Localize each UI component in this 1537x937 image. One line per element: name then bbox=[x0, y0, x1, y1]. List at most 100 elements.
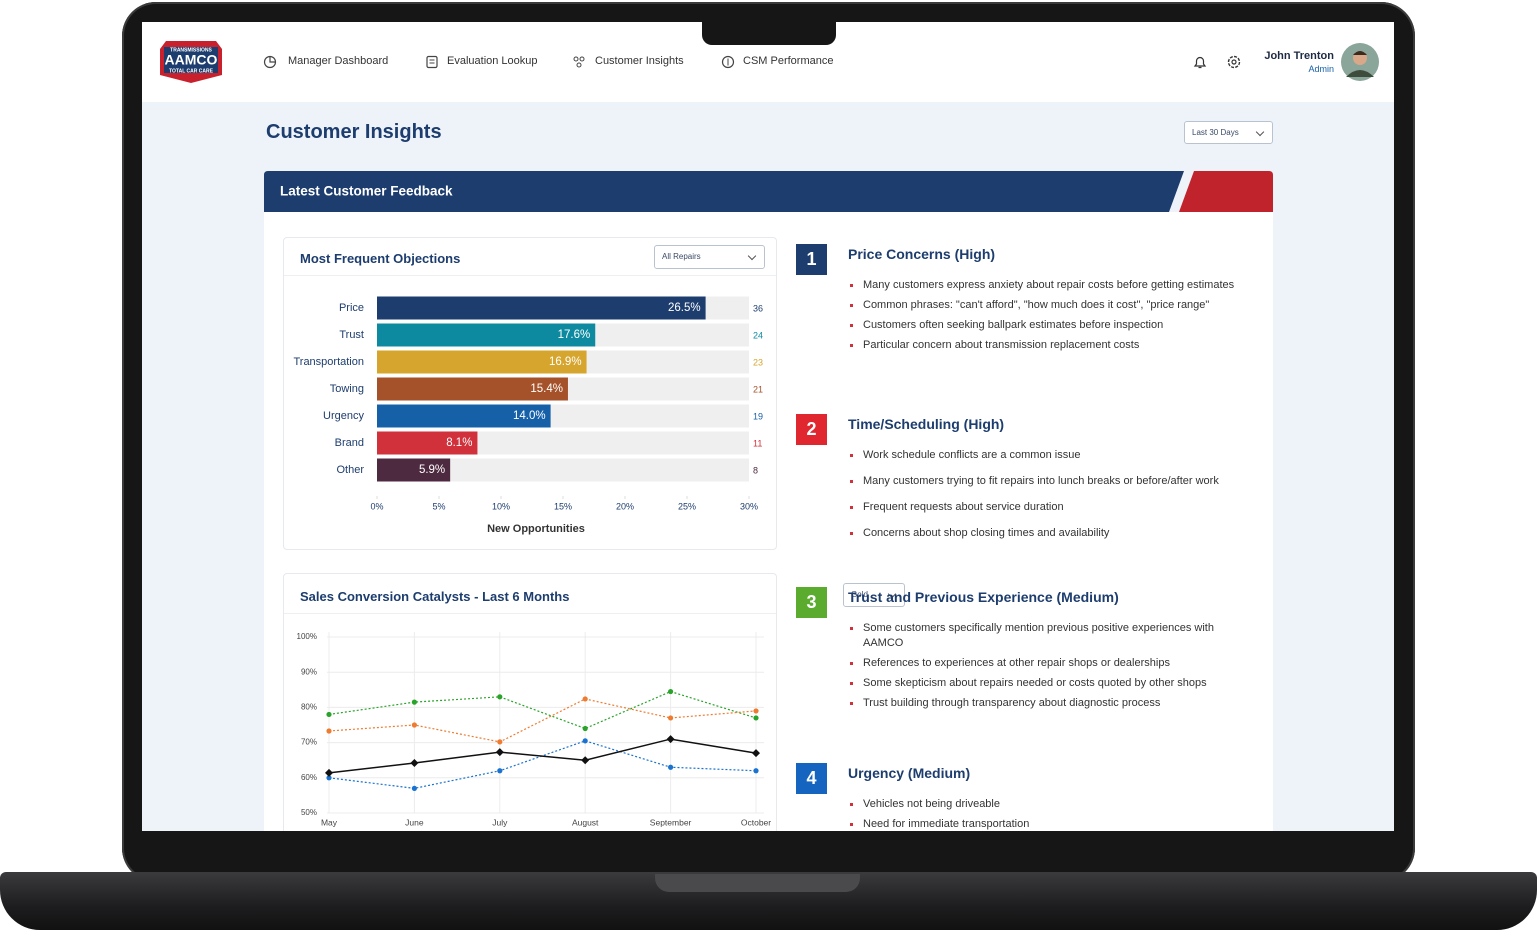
nav-item[interactable]: Manager Dashboard bbox=[288, 55, 389, 67]
card-title: Most Frequent Objections bbox=[300, 251, 461, 266]
series-line bbox=[328, 690, 757, 730]
settings-icon[interactable] bbox=[1226, 54, 1242, 70]
user-name: John Trenton bbox=[1264, 50, 1334, 62]
y-tick-label: 60% bbox=[301, 773, 317, 782]
x-tick-label: July bbox=[492, 817, 508, 827]
bullet-list: Vehicles not being driveable Need for imm… bbox=[850, 797, 1243, 831]
nav-item[interactable]: CSM Performance bbox=[743, 55, 834, 67]
point bbox=[581, 756, 590, 765]
insight-title: Price Concerns (High) bbox=[848, 246, 996, 262]
point bbox=[326, 775, 332, 781]
category-label: Price bbox=[339, 302, 364, 314]
bullet: References to experiences at other repai… bbox=[850, 656, 1243, 671]
series-line bbox=[328, 698, 757, 743]
x-tick-label: 20% bbox=[616, 501, 634, 511]
bullet-list: Many customers express anxiety about rep… bbox=[850, 278, 1243, 358]
value-label: 26.5% bbox=[668, 302, 701, 314]
divider bbox=[284, 275, 776, 276]
point bbox=[326, 728, 332, 734]
point bbox=[582, 696, 588, 702]
bullet: Frequent requests about service duration bbox=[850, 500, 1243, 515]
series-line bbox=[328, 740, 757, 789]
bullet: Customers often seeking ballpark estimat… bbox=[850, 318, 1243, 333]
y-tick-label: 100% bbox=[297, 632, 317, 641]
logo-panel bbox=[164, 47, 218, 73]
tier-filter[interactable]: Gold bbox=[843, 583, 905, 607]
bullet: Work schedule conflicts are a common iss… bbox=[850, 448, 1243, 463]
category-label: Towing bbox=[330, 383, 364, 395]
point bbox=[497, 739, 503, 745]
bullet-list: Work schedule conflicts are a common iss… bbox=[850, 448, 1243, 552]
y-tick-label: 80% bbox=[301, 703, 317, 712]
point bbox=[326, 711, 332, 718]
point bbox=[668, 715, 674, 721]
section-title: Latest Customer Feedback bbox=[280, 184, 453, 199]
nav-icon bbox=[721, 55, 735, 69]
insight-title: Time/Scheduling (High) bbox=[848, 416, 1005, 432]
bullet: Many customers express anxiety about rep… bbox=[850, 278, 1243, 293]
logo-bottom: TOTAL CAR CARE bbox=[169, 68, 214, 74]
x-tick-label: 15% bbox=[554, 501, 572, 511]
point bbox=[753, 708, 759, 714]
rank-badge: 4 bbox=[796, 763, 827, 794]
logo[interactable]: TRANSMISSIONS AAMCO TOTAL CAR CARE bbox=[160, 39, 222, 83]
x-tick-label: May bbox=[321, 817, 338, 827]
nav-item[interactable]: Evaluation Lookup bbox=[447, 55, 538, 67]
bell-icon[interactable] bbox=[1192, 54, 1208, 70]
page-title: Customer Insights bbox=[266, 121, 442, 143]
bar bbox=[377, 404, 551, 428]
point bbox=[495, 748, 504, 757]
x-axis-label: New Opportunities bbox=[487, 523, 585, 535]
nav-item[interactable]: Customer Insights bbox=[595, 55, 684, 67]
category-label: Other bbox=[336, 464, 364, 476]
value-label: 8.1% bbox=[446, 437, 472, 449]
line-chart: 50% 60% 70% 80% 90% 100% May June July August Sept… bbox=[297, 632, 771, 827]
bullet: Some skepticism about repairs needed or … bbox=[850, 676, 1243, 691]
bullet: Vehicles not being driveable bbox=[850, 797, 1243, 812]
bullet: Common phrases: "can't afford", "how muc… bbox=[850, 298, 1243, 313]
value-label: 14.0% bbox=[513, 410, 546, 422]
date-filter[interactable]: Last 30 Days bbox=[1184, 121, 1273, 144]
y-tick-label: 90% bbox=[301, 667, 317, 676]
bullet: Particular concern about transmission re… bbox=[850, 338, 1243, 353]
point bbox=[411, 699, 417, 705]
bullet: Trust building through transparency abou… bbox=[850, 696, 1243, 711]
divider bbox=[284, 613, 776, 614]
point bbox=[410, 759, 419, 768]
insight-title: Trust and Previous Experience (Medium) bbox=[848, 589, 1119, 605]
category-label: Transportation bbox=[293, 356, 364, 368]
value-label: 5.9% bbox=[419, 464, 445, 476]
count-label: 8 bbox=[753, 465, 758, 475]
x-tick-label: August bbox=[572, 817, 599, 827]
point bbox=[411, 722, 417, 728]
count-label: 23 bbox=[753, 357, 763, 367]
point bbox=[668, 688, 674, 695]
bar-track bbox=[377, 458, 749, 482]
screen: TRANSMISSIONS AAMCO TOTAL CAR CARE Manag… bbox=[142, 22, 1394, 831]
bar bbox=[377, 431, 478, 455]
count-label: 36 bbox=[753, 303, 763, 313]
x-tick-label: 0% bbox=[370, 501, 383, 511]
point bbox=[753, 715, 759, 721]
x-tick-label: September bbox=[650, 817, 692, 827]
point bbox=[582, 738, 588, 744]
category-label: Urgency bbox=[323, 410, 364, 422]
logo-top: TRANSMISSIONS bbox=[170, 47, 212, 53]
x-tick-label: 5% bbox=[432, 501, 445, 511]
avatar[interactable] bbox=[1341, 43, 1379, 81]
top-bar: TRANSMISSIONS AAMCO TOTAL CAR CARE Manag… bbox=[142, 22, 1394, 102]
bar bbox=[377, 296, 706, 320]
category-label: Brand bbox=[335, 437, 364, 449]
nav-icon bbox=[573, 56, 585, 68]
point bbox=[325, 768, 333, 777]
repairs-filter[interactable]: All Repairs bbox=[654, 245, 765, 269]
rank-badge: 3 bbox=[796, 587, 827, 618]
bar bbox=[377, 350, 587, 374]
bullet: Many customers trying to fit repairs int… bbox=[850, 474, 1243, 489]
count-label: 19 bbox=[753, 411, 763, 421]
section-banner: Latest Customer Feedback bbox=[264, 171, 1273, 212]
insight-title: Urgency (Medium) bbox=[848, 765, 971, 781]
conversion-card: 50% 60% 70% 80% 90% 100% May June July August Sept… bbox=[283, 573, 905, 831]
logo-name: AAMCO bbox=[165, 52, 218, 68]
